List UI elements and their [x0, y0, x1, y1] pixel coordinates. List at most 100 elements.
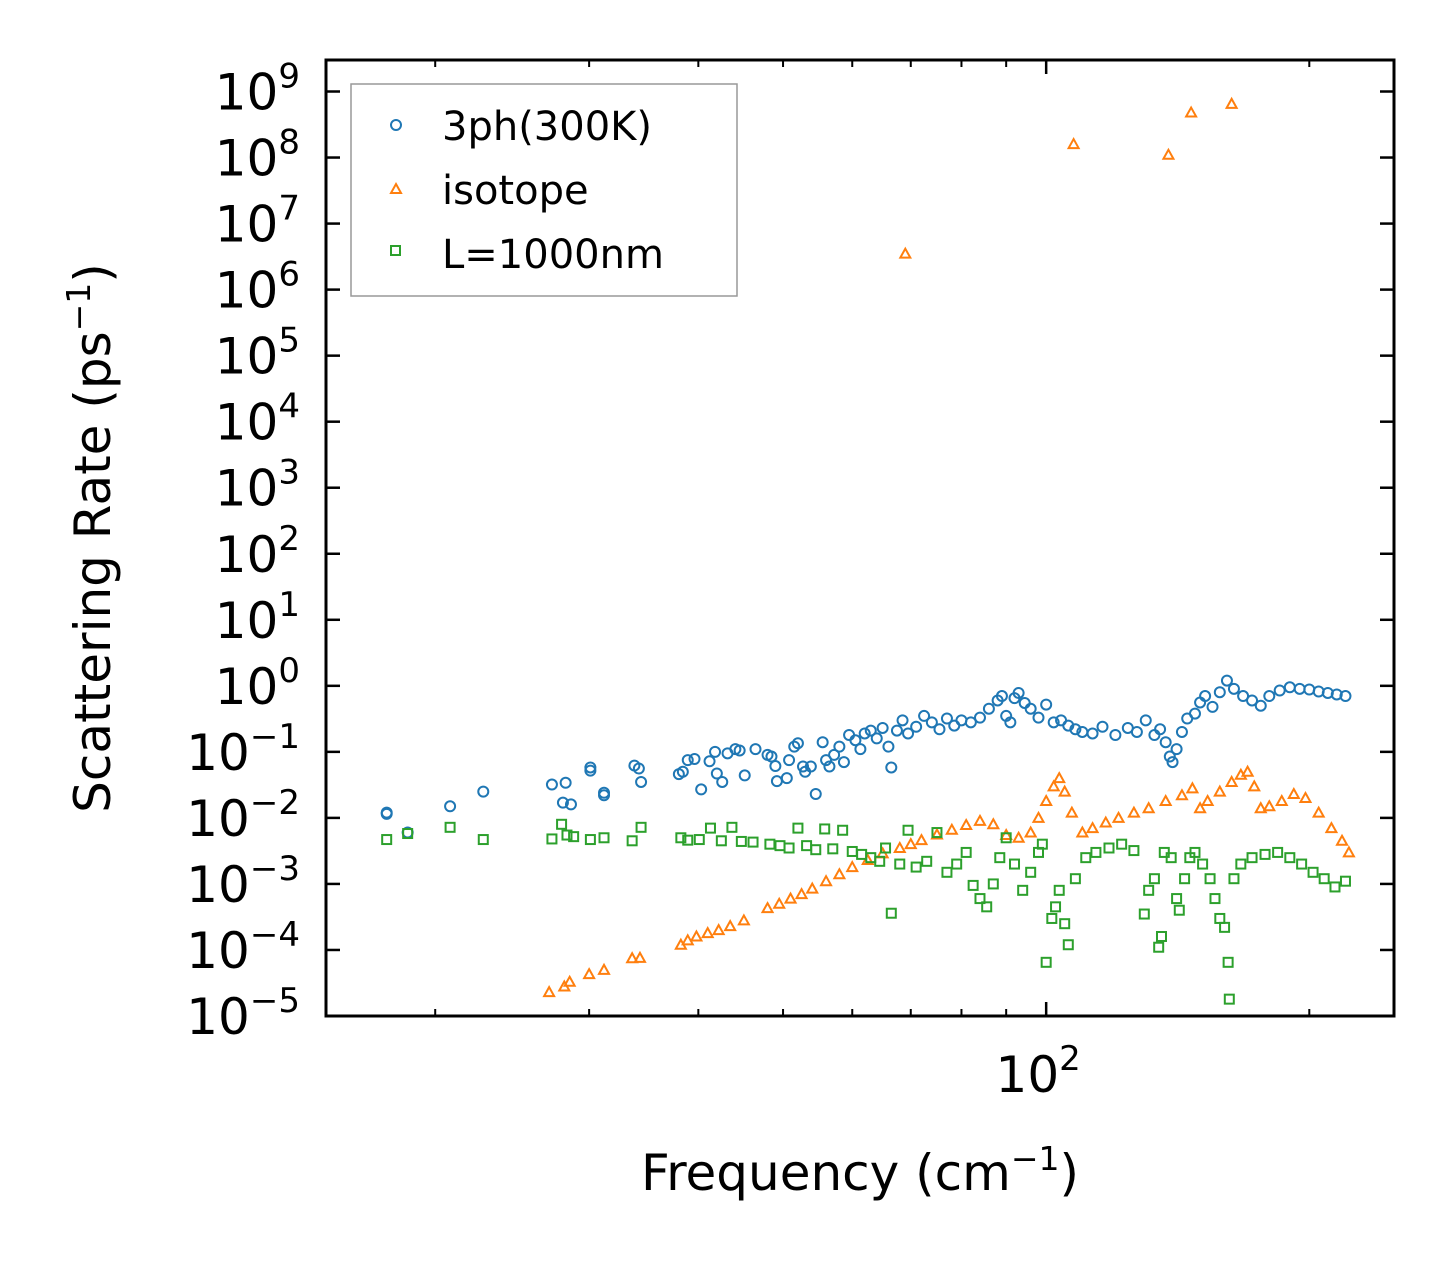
data-point-l1000nm — [1165, 852, 1177, 864]
data-point-3ph — [910, 720, 923, 733]
data-point-l1000nm — [1090, 846, 1102, 858]
data-point-isotope — [1023, 825, 1038, 838]
data-point-l1000nm — [568, 831, 580, 843]
data-point-l1000nm — [1219, 921, 1231, 933]
data-point-3ph — [1047, 716, 1060, 729]
data-point-l1000nm — [1128, 845, 1140, 857]
data-point-l1000nm — [894, 858, 906, 870]
data-point-3ph — [1175, 725, 1188, 738]
data-point-isotope — [1342, 845, 1356, 858]
data-point-isotope — [562, 974, 577, 987]
data-point-isotope — [1185, 781, 1200, 794]
data-point-3ph — [584, 764, 597, 777]
data-point-l1000nm — [735, 835, 747, 847]
data-point-l1000nm — [921, 855, 933, 867]
data-point-l1000nm — [381, 834, 393, 846]
data-point-3ph — [864, 724, 877, 737]
data-point-isotope — [723, 919, 737, 932]
data-point-3ph — [933, 723, 946, 736]
data-point-l1000nm — [827, 843, 839, 855]
data-point-isotope — [1193, 801, 1207, 814]
data-point-3ph — [1163, 750, 1176, 763]
data-point-3ph — [854, 743, 867, 756]
data-point-isotope — [1200, 793, 1215, 807]
data-point-3ph — [885, 761, 898, 774]
data-point-isotope — [1066, 137, 1081, 150]
data-point-l1000nm — [598, 832, 610, 844]
data-point-l1000nm — [1155, 930, 1167, 942]
data-point-isotope — [1224, 774, 1239, 787]
y-tick-label: 107 — [215, 189, 300, 254]
data-point-isotope — [1161, 147, 1176, 160]
data-point-isotope — [542, 985, 556, 998]
x-tick-label: 102 — [996, 1039, 1081, 1104]
data-point-3ph — [849, 734, 862, 747]
y-tick-label: 106 — [215, 255, 300, 320]
data-point-l1000nm — [1009, 858, 1021, 870]
data-point-3ph — [681, 754, 694, 767]
plot-frame — [324, 58, 1396, 1018]
data-point-3ph — [791, 737, 804, 750]
data-point-isotope — [783, 891, 798, 904]
data-point-3ph — [1220, 674, 1233, 687]
data-point-3ph — [890, 724, 903, 737]
data-point-l1000nm — [1179, 873, 1191, 885]
data-point-3ph — [1227, 682, 1240, 695]
data-point-3ph — [982, 702, 995, 715]
data-point-isotope — [1224, 96, 1239, 109]
data-point-3ph — [545, 778, 558, 791]
data-point-3ph — [1263, 690, 1276, 703]
data-point-l1000nm — [885, 907, 897, 919]
data-point-isotope — [1046, 779, 1061, 792]
data-point-3ph — [1159, 736, 1172, 749]
data-point-l1000nm — [1080, 852, 1092, 864]
y-tick-label: 101 — [215, 585, 300, 650]
data-point-l1000nm — [635, 821, 647, 833]
data-point-l1000nm — [1339, 875, 1351, 887]
data-point-isotope — [1298, 790, 1313, 804]
data-point-isotope — [1184, 105, 1198, 118]
data-point-3ph — [559, 776, 572, 789]
data-point-l1000nm — [1062, 939, 1074, 951]
legend-label-isotope: isotope — [442, 168, 589, 214]
data-point-3ph — [738, 769, 751, 782]
data-point-l1000nm — [1050, 901, 1062, 913]
data-point-isotope — [794, 887, 809, 900]
legend-label-3ph: 3ph(300K) — [442, 104, 652, 150]
data-point-l1000nm — [1000, 832, 1012, 844]
data-point-isotope — [1311, 805, 1326, 818]
data-point-l1000nm — [1053, 884, 1065, 896]
data-point-3ph — [1166, 756, 1179, 769]
data-point-l1000nm — [974, 893, 986, 905]
y-tick-label: 10−3 — [186, 849, 300, 914]
data-point-isotope — [1240, 764, 1255, 777]
data-point-3ph — [444, 800, 457, 813]
data-point-l1000nm — [1138, 908, 1150, 920]
data-point-3ph — [716, 775, 729, 788]
data-point-l1000nm — [1040, 956, 1052, 968]
data-point-3ph — [1139, 714, 1152, 727]
data-point-l1000nm — [1036, 838, 1048, 850]
data-point-3ph — [804, 760, 817, 773]
data-point-3ph — [973, 711, 986, 724]
data-point-3ph — [995, 690, 1008, 703]
data-point-isotope — [930, 827, 944, 840]
data-point-l1000nm — [1246, 852, 1258, 864]
data-point-l1000nm — [1103, 842, 1115, 854]
data-point-3ph — [896, 714, 909, 727]
data-point-isotope — [633, 950, 647, 963]
data-point-l1000nm — [1284, 852, 1296, 864]
data-point-3ph — [902, 727, 915, 740]
axis-ticks — [326, 60, 1394, 1018]
data-point-l1000nm — [783, 842, 795, 854]
data-point-isotope — [1175, 788, 1189, 801]
data-point-l1000nm — [994, 852, 1006, 864]
data-point-isotope — [1065, 805, 1079, 818]
data-point-l1000nm — [1148, 873, 1160, 885]
data-point-3ph — [710, 767, 723, 780]
data-point-l1000nm — [1153, 941, 1165, 953]
y-tick-label: 10−4 — [186, 915, 300, 980]
data-point-isotope — [1011, 830, 1026, 843]
data-point-isotope — [1085, 821, 1100, 834]
data-point-l1000nm — [1296, 858, 1308, 870]
